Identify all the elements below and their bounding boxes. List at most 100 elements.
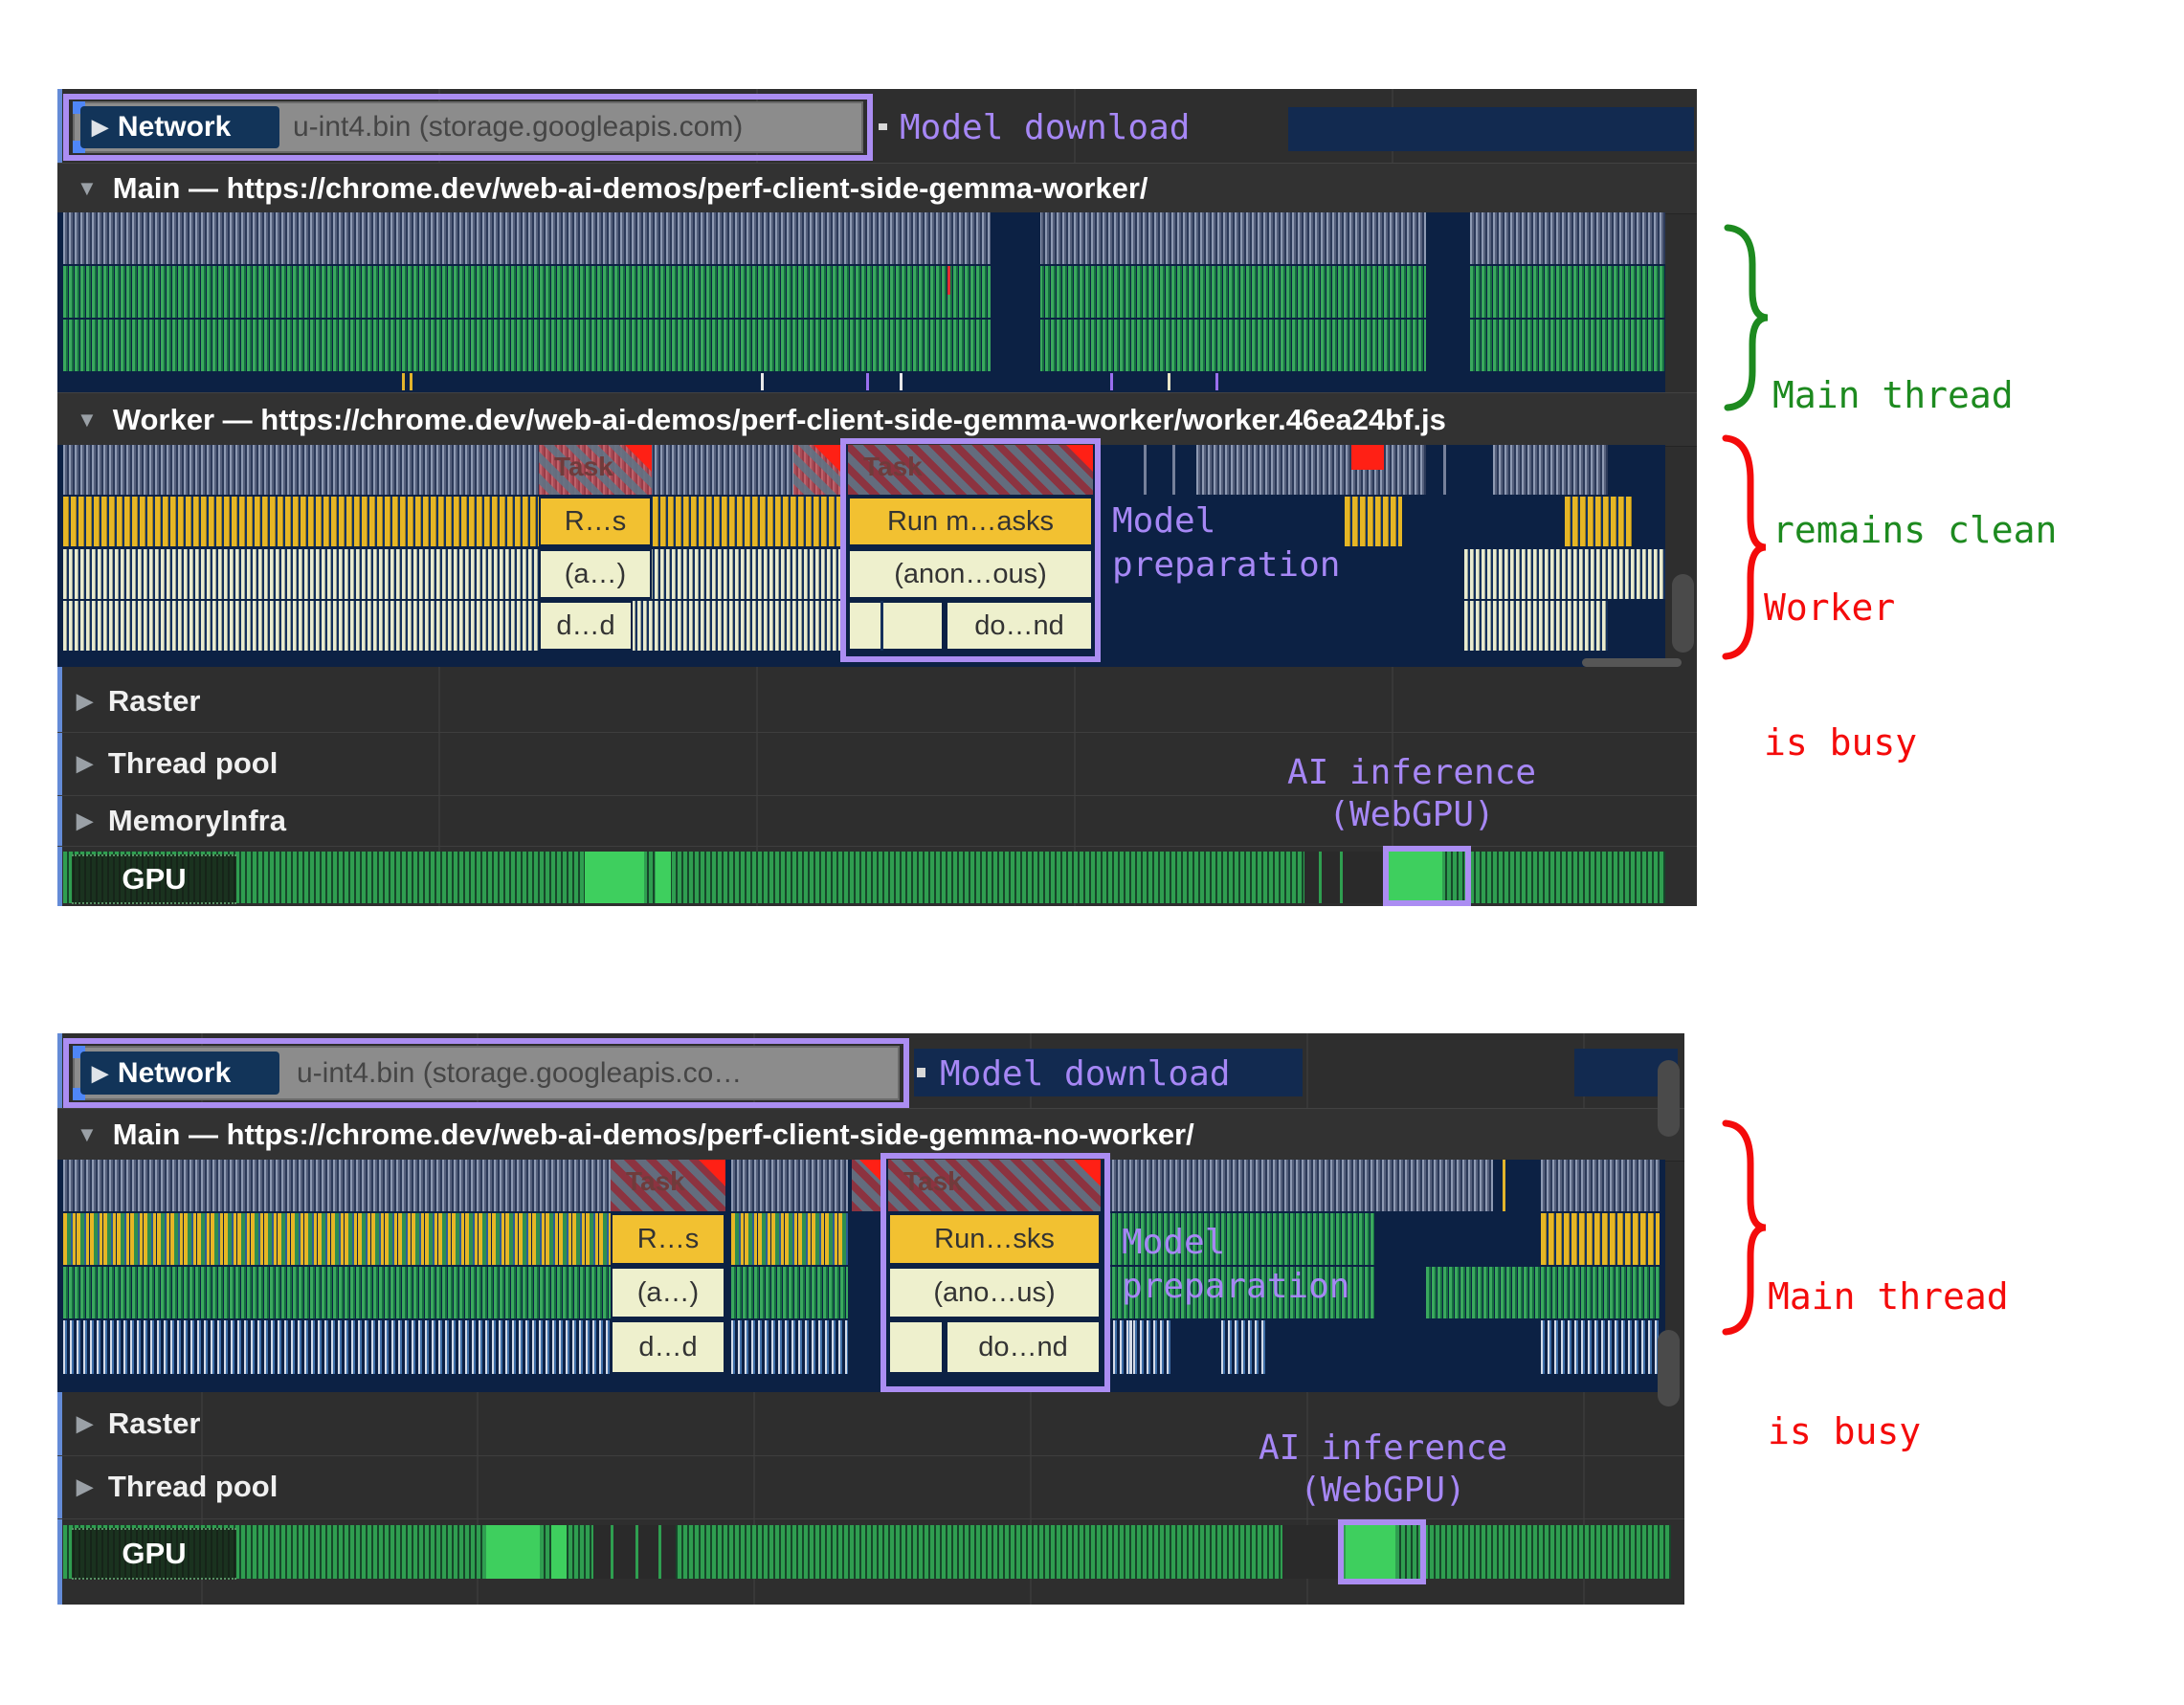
gpu-idle-gap xyxy=(1304,852,1383,903)
main-activity-row[interactable] xyxy=(63,1267,611,1318)
gpu-solid-block[interactable] xyxy=(551,1525,567,1579)
task-tick xyxy=(900,373,903,390)
task-block[interactable]: Task xyxy=(611,1160,725,1211)
gpu-track-chip[interactable]: GPU xyxy=(72,854,236,904)
collapse-arrow-icon[interactable]: ▶ xyxy=(92,1060,108,1085)
anonymous-label: (anon…ous) xyxy=(894,558,1047,589)
collapse-arrow-icon[interactable]: ▶ xyxy=(77,1474,93,1498)
network-track-chip[interactable]: ▶ Network xyxy=(80,106,279,148)
main-thread-header[interactable]: ▼ Main — https://chrome.dev/web-ai-demos… xyxy=(57,163,1697,214)
gpu-track-chip[interactable]: GPU xyxy=(72,1528,236,1580)
main-activity-row[interactable] xyxy=(63,1160,611,1211)
expand-arrow-icon[interactable]: ▼ xyxy=(77,176,98,200)
main-activity-row[interactable] xyxy=(1221,1320,1265,1374)
collapse-arrow-icon[interactable]: ▶ xyxy=(77,808,93,832)
dispatch-block[interactable]: d…d xyxy=(539,601,633,651)
gpu-solid-block[interactable] xyxy=(486,1525,540,1579)
main-activity-row[interactable] xyxy=(1106,1213,1374,1265)
main-activity-row[interactable] xyxy=(63,320,1665,371)
dispatch-block-selected[interactable]: do…nd xyxy=(946,1320,1101,1374)
gpu-activity-bar[interactable] xyxy=(63,1525,1671,1579)
gpu-tick xyxy=(658,1525,661,1579)
task-block-selected[interactable]: Task xyxy=(888,1160,1101,1211)
track-thread-pool[interactable]: ▶ Thread pool xyxy=(57,732,1697,796)
main-activity-row[interactable] xyxy=(63,1320,611,1374)
dispatch-block[interactable]: d…d xyxy=(611,1320,725,1374)
main-thread-flame-area[interactable] xyxy=(57,212,1665,392)
worker-activity-row[interactable] xyxy=(63,497,840,546)
expand-arrow-icon[interactable]: ▼ xyxy=(77,1122,98,1146)
horizontal-scrollbar-thumb[interactable] xyxy=(1582,658,1682,667)
worker-activity-row[interactable] xyxy=(63,445,840,495)
anonymous-block-selected[interactable]: (ano…us) xyxy=(888,1267,1101,1318)
worker-activity-row[interactable] xyxy=(1565,497,1632,546)
gpu-solid-block[interactable] xyxy=(585,852,644,903)
main-thread-flame-area[interactable]: Task R…s (a…) d…d Task Run…sks (ano…us) … xyxy=(57,1160,1665,1392)
network-track-chip[interactable]: ▶ Network xyxy=(80,1052,279,1095)
collapse-arrow-icon[interactable]: ▶ xyxy=(92,115,108,139)
worker-activity-row[interactable] xyxy=(63,549,840,599)
main-activity-row[interactable] xyxy=(63,212,1665,264)
expand-arrow-icon[interactable]: ▼ xyxy=(77,407,98,432)
task-block-small[interactable] xyxy=(793,445,840,495)
run-tasks-block-selected[interactable]: Run m…asks xyxy=(848,497,1093,546)
main-activity-row[interactable] xyxy=(63,266,1665,318)
gpu-inference-block[interactable] xyxy=(1346,1525,1395,1579)
track-raster[interactable]: ▶ Raster xyxy=(57,670,1697,733)
main-activity-row[interactable] xyxy=(1541,1213,1660,1265)
track-raster[interactable]: ▶ Raster xyxy=(57,1392,1684,1456)
main-activity-row[interactable] xyxy=(731,1160,848,1211)
dispatch-block-selected[interactable]: do…nd xyxy=(946,601,1093,651)
sub-block[interactable] xyxy=(848,601,944,651)
anonymous-block[interactable]: (a…) xyxy=(611,1267,725,1318)
worker-flame-area[interactable]: Task R…s (a…) d…d Task Run m…asks (anon…… xyxy=(57,445,1665,667)
track-thread-pool[interactable]: ▶ Thread pool xyxy=(57,1455,1684,1519)
worker-activity-row[interactable] xyxy=(63,601,840,651)
main-activity-row[interactable] xyxy=(1541,1160,1660,1211)
run-tasks-block[interactable]: R…s xyxy=(611,1213,725,1265)
main-activity-row[interactable] xyxy=(731,1320,848,1374)
task-label: Task xyxy=(903,1166,963,1196)
task-block-selected[interactable]: Task xyxy=(848,445,1093,495)
run-tasks-block[interactable]: R…s xyxy=(539,497,652,546)
model-download-annotation: Model download xyxy=(940,1054,1231,1094)
long-task-mark xyxy=(947,266,950,295)
track-memory-infra[interactable]: ▶ MemoryInfra xyxy=(57,795,1697,847)
main-thread-header[interactable]: ▼ Main — https://chrome.dev/web-ai-demos… xyxy=(57,1108,1684,1162)
network-request-bar-tail[interactable] xyxy=(1288,107,1694,151)
task-label: Task xyxy=(863,452,923,481)
anonymous-block[interactable]: (a…) xyxy=(539,549,652,599)
run-tasks-block-selected[interactable]: Run…sks xyxy=(888,1213,1101,1265)
anonymous-label: (a…) xyxy=(636,1276,700,1308)
task-block[interactable]: Task xyxy=(539,445,652,495)
vertical-scrollbar-thumb[interactable] xyxy=(1658,1060,1680,1137)
vertical-scrollbar-thumb[interactable] xyxy=(1672,574,1694,653)
worker-activity-row[interactable] xyxy=(1196,445,1426,495)
main-activity-row[interactable] xyxy=(731,1213,848,1265)
ai-inference-annotation: AI inference (WebGPU) xyxy=(1254,752,1570,836)
worker-thread-title: Worker — https://chrome.dev/web-ai-demos… xyxy=(112,402,1446,436)
task-tick xyxy=(1168,373,1170,390)
collapse-arrow-icon[interactable]: ▶ xyxy=(77,1411,93,1435)
network-request-bar-tail[interactable] xyxy=(914,1049,1303,1096)
main-activity-row[interactable] xyxy=(1106,1267,1374,1318)
worker-activity-row[interactable] xyxy=(1493,445,1608,495)
collapse-arrow-icon[interactable]: ▶ xyxy=(77,751,93,775)
vertical-scrollbar-thumb[interactable] xyxy=(1658,1330,1680,1406)
main-activity-row[interactable] xyxy=(1541,1320,1660,1374)
worker-activity-row[interactable] xyxy=(1464,601,1608,651)
main-activity-row[interactable] xyxy=(1106,1320,1173,1374)
sub-block[interactable] xyxy=(888,1320,944,1374)
idle-gap xyxy=(991,212,1040,371)
gpu-solid-block[interactable] xyxy=(656,852,671,903)
worker-activity-row[interactable] xyxy=(1464,549,1665,599)
main-activity-row[interactable] xyxy=(1106,1160,1493,1211)
main-activity-row[interactable] xyxy=(1426,1267,1660,1318)
task-tick xyxy=(1443,445,1446,495)
gpu-inference-block[interactable] xyxy=(1389,852,1442,903)
main-activity-row[interactable] xyxy=(63,1213,611,1265)
main-activity-row[interactable] xyxy=(731,1267,848,1318)
worker-activity-row[interactable] xyxy=(1345,497,1402,546)
anonymous-block-selected[interactable]: (anon…ous) xyxy=(848,549,1093,599)
collapse-arrow-icon[interactable]: ▶ xyxy=(77,688,93,713)
